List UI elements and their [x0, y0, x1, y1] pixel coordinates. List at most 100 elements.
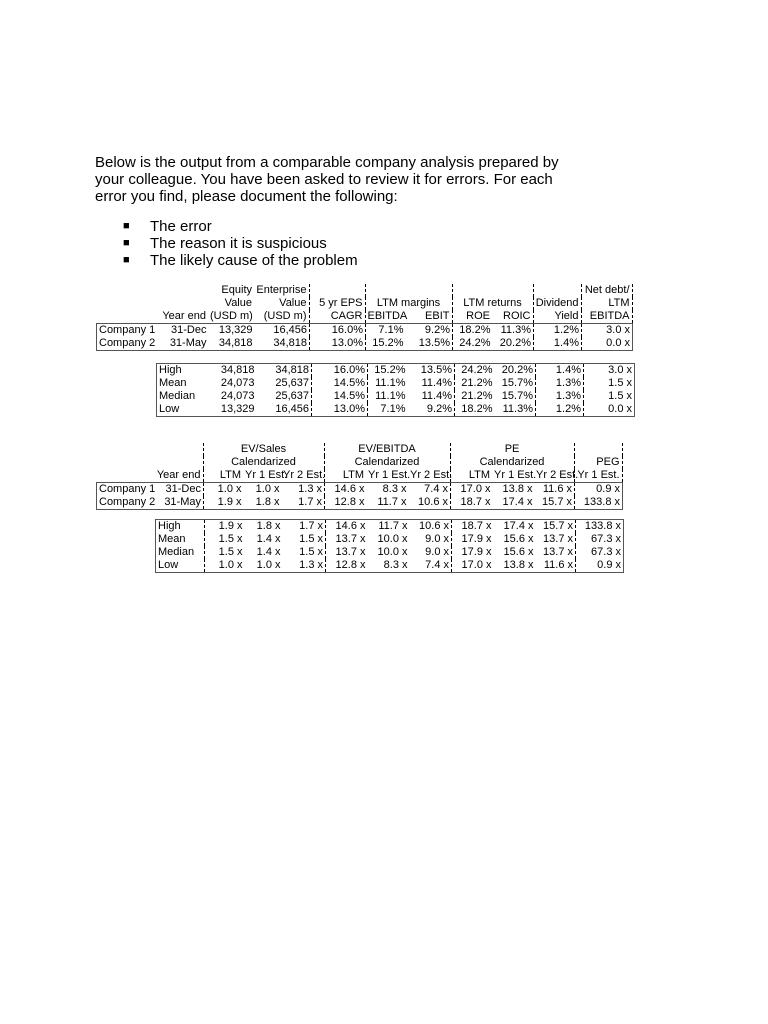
table-cell: 15.7 x: [534, 496, 575, 510]
stats-row: Median 24,073 25,637 14.5% 11.1% 11.4% 21.2% 15…: [156, 390, 635, 403]
table-cell: 1.5 x: [218, 546, 243, 558]
table-cell: 1.4 x: [256, 533, 281, 545]
column-header: [154, 456, 204, 469]
column-header: ROE: [466, 310, 490, 322]
table-cell: 1.4%: [535, 363, 584, 377]
company-row: Company 1 31-Dec 1.0 x 1.0 x 1.3 x 14.6 x 8.3 …: [96, 482, 623, 496]
table-cell: 8.3 x: [366, 482, 409, 496]
table-cell: 1.9 x: [203, 496, 244, 510]
table-cell: 13.5%: [405, 337, 453, 351]
column-header-label: [96, 443, 154, 456]
table-cell: 16.0%: [309, 323, 366, 337]
column-header: Calendarized: [450, 456, 575, 469]
table-cell: 15.7%: [494, 390, 536, 403]
table-cell: 7.1%: [367, 403, 408, 417]
table-cell: 17.9 x: [461, 533, 492, 545]
table-cell: 17.9 x: [461, 546, 492, 558]
column-header: LTM margins: [365, 297, 453, 310]
table-cell: 14.5%: [311, 377, 368, 390]
table-cell: 18.2%: [452, 323, 493, 337]
column-header: Enterprise: [254, 284, 310, 297]
table-cell: 31-May: [154, 496, 204, 510]
table-cell: 34,818: [208, 337, 255, 351]
table-cell: 11.7 x: [366, 496, 409, 510]
table-cell: 0.0 x: [581, 337, 633, 351]
table-cell-label: Median: [155, 546, 205, 559]
column-header: CAGR: [309, 310, 366, 323]
column-header: Value: [224, 297, 252, 309]
column-header-label: [96, 297, 154, 310]
table-cell: 1.4 x: [256, 546, 281, 558]
table-cell: 9.0 x: [409, 533, 452, 546]
table1-companies: Company 1 31-Dec 13,329 16,456 16.0% 7.1% 9.2%…: [96, 323, 633, 351]
table-cell: 31-Dec: [154, 482, 204, 496]
table-cell: 7.4 x: [408, 482, 451, 496]
bullet-item: ■ The error: [123, 218, 358, 235]
table-cell: 1.5 x: [282, 546, 326, 559]
table-cell: 13,329: [208, 323, 255, 337]
table-cell: 133.8 x: [574, 496, 623, 510]
table-cell: 21.2%: [461, 390, 493, 402]
table-cell: 17.4 x: [493, 519, 536, 533]
table-cell: 1.5 x: [282, 533, 326, 546]
column-header: Calendarized: [324, 456, 451, 469]
table-cell: 13.8 x: [493, 559, 536, 573]
bullet-list: ■ The error ■ The reason it is suspicious …: [123, 218, 358, 269]
column-header: LTM returns: [452, 297, 534, 310]
table-cell: 1.5 x: [583, 377, 635, 390]
table-cell: 24,073: [220, 377, 255, 389]
table-cell: 18.7 x: [450, 496, 493, 510]
table-cell: 1.3%: [535, 377, 584, 390]
table-cell: 13.7 x: [335, 546, 366, 558]
table-cell: 1.8 x: [243, 496, 282, 510]
table-cell: 15.7 x: [535, 519, 576, 533]
table-cell: 18.2%: [454, 403, 495, 417]
table-cell-label: Median: [156, 390, 211, 403]
table-cell: 13.7 x: [335, 533, 366, 545]
bullet-item: ■ The reason it is suspicious: [123, 235, 358, 252]
table-cell: 1.2%: [533, 323, 582, 337]
table-cell: 15.6 x: [503, 546, 534, 558]
column-header: EBITDA: [367, 310, 408, 322]
table-cell: 34,818: [254, 337, 310, 351]
column-header: EV/EBITDA: [324, 443, 451, 456]
table-cell: 13.5%: [407, 363, 455, 377]
table-cell-label: High: [156, 363, 211, 377]
column-header: LTM: [342, 469, 364, 481]
table-cell: 24.2%: [452, 337, 493, 351]
table-cell: 1.5 x: [218, 533, 243, 545]
table-cell: 15.2%: [365, 337, 406, 351]
stats-row: Low 1.0 x 1.0 x 1.3 x 12.8 x 8.3 x 7.4 x 17.0 x…: [155, 559, 624, 573]
bullet-text: The reason it is suspicious: [150, 235, 327, 252]
table-cell: 1.0 x: [243, 482, 282, 496]
table-cell-label: Low: [156, 403, 211, 417]
table-cell: 31-Dec: [154, 323, 209, 337]
bullet-text: The likely cause of the problem: [150, 252, 358, 269]
table1-header: Equity Enterprise Net debt/Value Value 5 yr …: [96, 284, 633, 323]
table-cell: 17.4 x: [492, 496, 535, 510]
table-cell: 18.7 x: [451, 519, 494, 533]
column-header: Yr 1 Est.: [574, 469, 623, 482]
column-header-label: [96, 469, 154, 482]
table-cell: 1.2%: [535, 403, 584, 417]
table-cell: 13.7 x: [535, 546, 576, 559]
stats-row: High 34,818 34,818 16.0% 15.2% 13.5% 24.2% 20.2…: [156, 363, 635, 377]
column-header: 5 yr EPS: [309, 297, 366, 310]
table-cell: 0.9 x: [574, 482, 623, 496]
table-cell: 25,637: [256, 377, 312, 390]
column-header: [154, 284, 208, 297]
table-cell: 10.6 x: [409, 519, 452, 533]
table-cell-label: Company 1: [96, 482, 155, 496]
column-header: [154, 443, 204, 456]
table-cell: 133.8 x: [575, 519, 624, 533]
table-cell: 1.3 x: [281, 482, 325, 496]
table-cell: 24,073: [220, 390, 255, 402]
table-cell: 7.4 x: [409, 559, 452, 573]
table-cell: 1.5 x: [583, 390, 635, 403]
table-cell: 1.7 x: [282, 519, 326, 533]
table-cell: 17.0 x: [451, 559, 494, 573]
column-header: PEG: [574, 456, 623, 469]
table-cell: 67.3 x: [575, 546, 624, 559]
bullet-icon: ■: [123, 220, 130, 232]
column-header: Yr 1 Est.: [245, 469, 288, 481]
